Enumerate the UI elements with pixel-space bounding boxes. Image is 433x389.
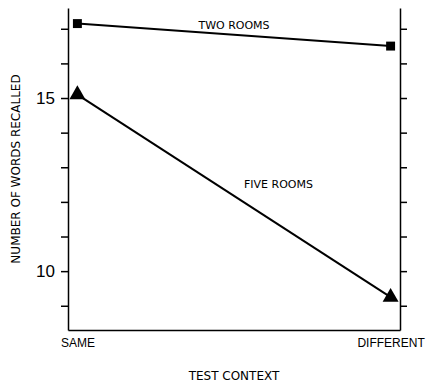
tick — [400, 306, 407, 307]
tick-label: 10 — [36, 262, 55, 281]
tick — [400, 271, 407, 272]
y-axis-right — [400, 9, 407, 331]
tick-label: SAME — [61, 336, 95, 350]
tick — [61, 306, 68, 307]
tick-mark — [400, 202, 407, 204]
tick — [61, 237, 68, 238]
y-axis: 10 15 — [36, 9, 68, 331]
tick-mark — [400, 98, 407, 100]
tick: SAME — [61, 336, 95, 350]
tick — [61, 202, 68, 203]
tick — [61, 63, 68, 64]
tick — [400, 237, 407, 238]
tick-mark — [61, 98, 68, 100]
marker — [73, 19, 82, 28]
tick — [400, 133, 407, 134]
tick-mark — [61, 132, 68, 134]
tick — [400, 167, 407, 168]
series-label: TWO ROOMS — [197, 19, 269, 32]
series-labels: TWO ROOMS FIVE ROOMS — [197, 19, 313, 191]
tick-mark — [400, 306, 407, 308]
tick — [400, 63, 407, 64]
tick-label: 15 — [36, 89, 55, 108]
tick: DIFFERENT — [357, 336, 425, 350]
tick — [400, 202, 407, 203]
axis-line — [68, 9, 70, 331]
tick-mark — [400, 132, 407, 134]
tick — [400, 98, 407, 99]
tick — [61, 133, 68, 134]
tick-label: DIFFERENT — [357, 336, 425, 350]
tick-mark — [400, 63, 407, 65]
tick: 10 — [36, 262, 68, 281]
plot: 10 15 SAME DIFFERENT TWO ROOMS FIVE ROOMS — [36, 9, 425, 350]
tick-mark — [61, 202, 68, 204]
tick: 15 — [36, 89, 68, 108]
x-axis-title: TEST CONTEXT — [188, 369, 280, 383]
chart: 10 15 SAME DIFFERENT TWO ROOMS FIVE ROOMS TEST… — [0, 0, 433, 389]
tick-mark — [61, 29, 68, 31]
marker — [386, 42, 395, 51]
tick — [400, 29, 407, 30]
y-axis-title: NUMBER OF WORDS RECALLED — [9, 74, 23, 263]
tick-mark — [61, 306, 68, 308]
marks — [69, 19, 398, 302]
x-axis: SAME DIFFERENT — [61, 331, 426, 350]
tick-mark — [400, 167, 407, 169]
tick-mark — [400, 29, 407, 31]
axis-line — [69, 330, 401, 332]
series-label: FIVE ROOMS — [244, 178, 313, 191]
tick-mark — [61, 271, 68, 273]
tick-mark — [400, 271, 407, 273]
tick — [61, 167, 68, 168]
tick-mark — [61, 236, 68, 238]
tick-mark — [61, 63, 68, 65]
series-line — [77, 95, 390, 298]
marker — [383, 288, 399, 302]
tick-mark — [400, 236, 407, 238]
tick — [61, 29, 68, 30]
axis-line — [400, 9, 402, 331]
marker — [69, 85, 85, 99]
tick-mark — [61, 167, 68, 169]
